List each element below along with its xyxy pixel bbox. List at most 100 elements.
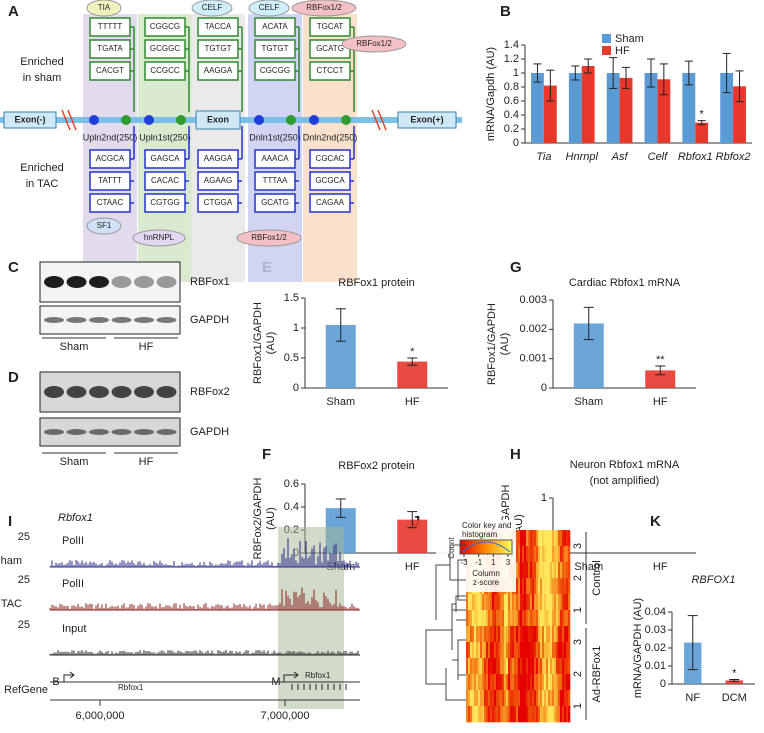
- heatmap-cell: [510, 658, 513, 675]
- heatmap-cell: [560, 530, 563, 547]
- chart-title: Cardiac Rbfox1 mRNA: [569, 277, 681, 289]
- heatmap-cell: [540, 706, 543, 723]
- heatmap-cell: [536, 530, 539, 547]
- heatmap-cell: [468, 626, 471, 643]
- heatmap-cell: [530, 610, 533, 627]
- heatmap-cell: [556, 658, 559, 675]
- group-label: Sham: [60, 341, 89, 353]
- motif: TGCAT: [317, 22, 344, 31]
- heatmap-cell: [566, 690, 569, 707]
- y-tick-label: 0.01: [645, 660, 666, 672]
- heatmap-cell: [538, 562, 541, 579]
- heatmap-cell: [478, 626, 481, 643]
- heatmap-cell: [524, 658, 527, 675]
- y-tick-label: 0: [293, 382, 299, 394]
- heatmap-cell: [494, 690, 497, 707]
- heatmap-cell: [524, 626, 527, 643]
- heatmap-cell: [518, 690, 521, 707]
- heatmap-cell: [516, 626, 519, 643]
- heatmap-cell: [492, 610, 495, 627]
- heatmap-cell: [558, 594, 561, 611]
- y-tick-label: 1.4: [504, 39, 519, 51]
- coordinate-label: 7,000,000: [261, 710, 310, 722]
- heatmap-cell: [500, 626, 503, 643]
- heatmap-cell: [506, 674, 509, 691]
- heatmap-cell: [488, 626, 491, 643]
- heatmap-cell: [564, 626, 567, 643]
- track-label: Input: [62, 623, 86, 635]
- heatmap-cell: [510, 610, 513, 627]
- heatmap-cell: [530, 626, 533, 643]
- blot-band: [156, 276, 177, 288]
- heatmap-cell: [556, 690, 559, 707]
- heatmap-cell: [530, 642, 533, 659]
- heatmap-cell: [474, 690, 477, 707]
- heatmap-cell: [498, 594, 501, 611]
- blot-band: [111, 276, 132, 288]
- heatmap-cell: [524, 594, 527, 611]
- heatmap-cell: [562, 578, 565, 595]
- heatmap-cell: [564, 610, 567, 627]
- heatmap-cell: [556, 610, 559, 627]
- heatmap-cell: [544, 594, 547, 611]
- heatmap-cell: [468, 658, 471, 675]
- heatmap-cell: [532, 610, 535, 627]
- motif: TGATA: [97, 44, 123, 53]
- heatmap-cell: [532, 594, 535, 611]
- x-tick-label: DCM: [722, 692, 747, 704]
- heatmap-cell: [512, 658, 515, 675]
- heatmap-cell: [492, 594, 495, 611]
- heatmap-cell: [520, 642, 523, 659]
- bar: [725, 680, 743, 684]
- heatmap-cell: [466, 690, 469, 707]
- group-label: in sham: [23, 72, 62, 84]
- x-tick-label: Tia: [536, 151, 551, 163]
- heatmap-cell: [530, 546, 533, 563]
- heatmap-cell: [532, 546, 535, 563]
- heatmap-cell: [550, 658, 553, 675]
- blot-band: [134, 317, 154, 323]
- heatmap-cell: [502, 642, 505, 659]
- heatmap-cell: [498, 674, 501, 691]
- bar: [543, 85, 557, 143]
- heatmap-cell: [480, 690, 483, 707]
- heatmap-cell: [544, 674, 547, 691]
- heatmap-cell: [544, 562, 547, 579]
- region-label: Upln1st(250): [139, 132, 191, 142]
- heatmap-cell: [500, 706, 503, 723]
- key-tick-label: 1: [491, 558, 496, 567]
- heatmap-cell: [530, 690, 533, 707]
- heatmap-cell: [510, 594, 513, 611]
- heatmap-cell: [486, 626, 489, 643]
- heatmap-cell: [476, 674, 479, 691]
- y-tick-label: 1: [513, 67, 519, 79]
- heatmap-cell: [548, 706, 551, 723]
- heatmap-cell: [494, 642, 497, 659]
- heatmap-cell: [466, 658, 469, 675]
- heatmap-cell: [478, 610, 481, 627]
- heatmap-cell: [548, 690, 551, 707]
- heatmap-cell: [530, 674, 533, 691]
- y-axis-label: RBFox1/GAPDH: [486, 303, 498, 385]
- heatmap-cell: [522, 674, 525, 691]
- motif: GCATG: [261, 198, 289, 207]
- heatmap-cell: [528, 626, 531, 643]
- y-tick-label: 0.6: [504, 95, 519, 107]
- heatmap-cell: [552, 578, 555, 595]
- legend-swatch: [602, 34, 611, 43]
- heatmap-cell: [522, 578, 525, 595]
- heatmap-cell: [476, 642, 479, 659]
- heatmap-cell: [480, 626, 483, 643]
- heatmap-cell: [472, 658, 475, 675]
- heatmap-cell: [556, 674, 559, 691]
- heatmap-cell: [544, 578, 547, 595]
- break-mark: [371, 109, 381, 131]
- heatmap-cell: [530, 658, 533, 675]
- heatmap-cell: [534, 674, 537, 691]
- dendrogram: [425, 595, 466, 701]
- heatmap-cell: [568, 594, 571, 611]
- heatmap-cell: [490, 658, 493, 675]
- heatmap-cell: [550, 626, 553, 643]
- heatmap-cell: [524, 530, 527, 547]
- heatmap-cell: [478, 690, 481, 707]
